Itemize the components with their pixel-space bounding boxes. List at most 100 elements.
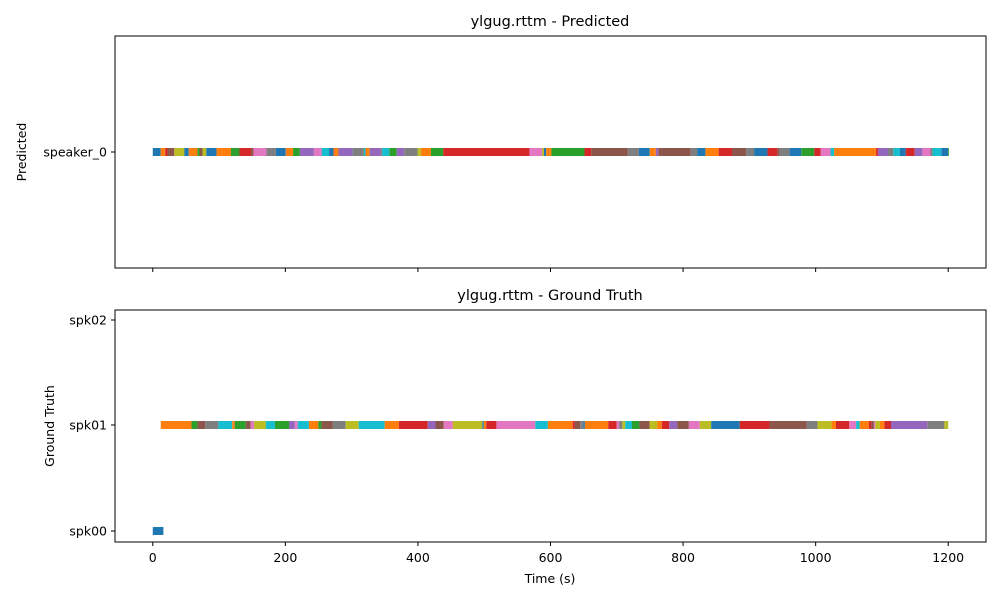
predicted-segment <box>160 148 166 156</box>
predicted-segment <box>152 148 161 156</box>
predicted-segment <box>789 148 802 156</box>
predicted-subplot: speaker_0 ylgug.rttm - Predicted Predict… <box>14 14 987 272</box>
x-tick-label: 800 <box>671 550 695 565</box>
ground-truth-segment <box>631 421 640 429</box>
predicted-segment <box>777 148 780 156</box>
predicted-segment <box>253 148 267 156</box>
ground-truth-segment <box>321 421 333 429</box>
x-tick-label: 1200 <box>932 550 964 565</box>
ground-truth-segment <box>608 421 617 429</box>
ground-truth-segment <box>806 421 818 429</box>
ground-truth-segment <box>831 421 836 429</box>
predicted-x-ticks <box>152 268 949 272</box>
ground-truth-segment <box>232 421 235 429</box>
ground-truth-segment <box>234 421 246 429</box>
ground-truth-segment <box>661 421 670 429</box>
ground-truth-segment <box>308 421 319 429</box>
ground-truth-segment <box>197 421 206 429</box>
predicted-segment <box>404 148 418 156</box>
ground-truth-segment <box>535 421 548 429</box>
predicted-segment <box>389 148 397 156</box>
predicted-segment <box>767 148 778 156</box>
predicted-segment <box>321 148 330 156</box>
x-axis-label: Time (s) <box>524 571 576 586</box>
predicted-segment <box>655 148 659 156</box>
y-tick-label: spk01 <box>69 418 107 433</box>
predicted-segment <box>887 148 894 156</box>
predicted-segment <box>638 148 650 156</box>
ground-truth-segment <box>616 421 620 429</box>
ground-truth-segment <box>358 421 385 429</box>
predicted-segments <box>152 148 949 156</box>
ground-truth-segment <box>254 421 266 429</box>
predicted-title: ylgug.rttm - Predicted <box>471 14 630 30</box>
predicted-segment <box>948 148 949 156</box>
predicted-segment <box>584 148 592 156</box>
predicted-segment <box>365 148 370 156</box>
predicted-segment <box>275 148 286 156</box>
ground-truth-segment <box>669 421 678 429</box>
ground-truth-x-ticks: 0 200 400 600 800 1000 1200 <box>149 542 964 565</box>
predicted-segment <box>197 148 200 156</box>
ground-truth-segment <box>345 421 359 429</box>
ground-truth-segment <box>739 421 770 429</box>
predicted-segment <box>202 148 207 156</box>
ground-truth-segment <box>496 421 536 429</box>
ground-truth-segment <box>875 421 880 429</box>
predicted-segment <box>363 148 366 156</box>
ground-truth-segment <box>849 421 857 429</box>
predicted-segment <box>814 148 821 156</box>
ground-truth-segment <box>868 421 872 429</box>
ground-truth-segment <box>482 421 484 429</box>
predicted-segment <box>649 148 656 156</box>
ground-truth-segment <box>547 421 573 429</box>
ground-truth-segment <box>835 421 850 429</box>
x-tick-label: 0 <box>149 550 157 565</box>
ground-truth-segment <box>384 421 399 429</box>
predicted-segment <box>206 148 217 156</box>
predicted-segment <box>380 148 383 156</box>
predicted-segment <box>184 148 189 156</box>
ground-truth-segment <box>265 421 275 429</box>
ground-truth-segment <box>856 421 860 429</box>
ground-truth-segment <box>649 421 658 429</box>
predicted-segment <box>382 148 390 156</box>
ground-truth-segment <box>927 421 945 429</box>
ground-truth-segment <box>769 421 807 429</box>
y-tick-label: speaker_0 <box>43 145 107 160</box>
predicted-segment <box>329 148 334 156</box>
x-tick-label: 1000 <box>800 550 832 565</box>
ground-truth-segment <box>622 421 626 429</box>
predicted-segment <box>905 148 915 156</box>
predicted-segment <box>174 148 185 156</box>
ground-truth-segment <box>398 421 428 429</box>
predicted-segment <box>930 148 933 156</box>
ground-truth-segment <box>884 421 891 429</box>
ground-truth-segment <box>873 421 876 429</box>
predicted-segment <box>230 148 240 156</box>
ground-truth-segment <box>879 421 885 429</box>
predicted-segment <box>932 148 942 156</box>
predicted-segment <box>338 148 353 156</box>
predicted-segment <box>299 148 314 156</box>
predicted-segment <box>420 148 431 156</box>
predicted-y-axis-label: Predicted <box>14 123 29 182</box>
ground-truth-title: ylgug.rttm - Ground Truth <box>457 288 642 304</box>
ground-truth-segment <box>619 421 623 429</box>
predicted-segment <box>658 148 691 156</box>
predicted-segment <box>718 148 733 156</box>
predicted-segment <box>746 148 755 156</box>
predicted-segment <box>543 148 547 156</box>
predicted-segment <box>877 148 888 156</box>
predicted-segment <box>941 148 949 156</box>
predicted-segment <box>396 148 405 156</box>
ground-truth-y-axis-label: Ground Truth <box>42 385 57 467</box>
ground-truth-segment <box>711 421 740 429</box>
ground-truth-segment <box>699 421 712 429</box>
predicted-segment <box>830 148 835 156</box>
predicted-segment <box>239 148 252 156</box>
ground-truth-segment <box>452 421 483 429</box>
predicted-segment <box>333 148 339 156</box>
predicted-segment <box>627 148 639 156</box>
